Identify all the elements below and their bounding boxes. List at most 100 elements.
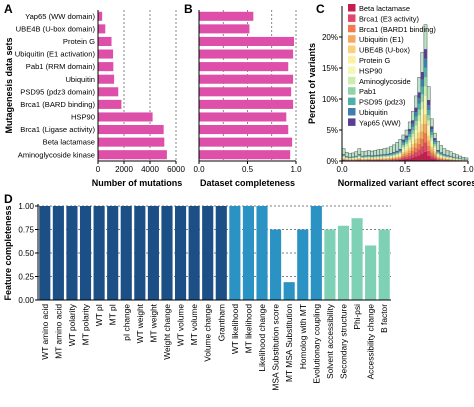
panel-b-bar [199, 75, 293, 84]
panel-a-bar [98, 24, 105, 33]
panel-d-category-label: Phi-psi [352, 304, 362, 330]
panel-c-bin-segment [408, 156, 411, 159]
panel-c-bin-segment [386, 154, 389, 155]
panel-d-bar [94, 206, 105, 300]
panel-c-bin-segment [396, 154, 399, 155]
panel-c-bin-segment [414, 152, 417, 156]
panel-a-category-label: Pab1 (RRM domain) [26, 62, 96, 71]
panel-c-bin-segment [427, 141, 430, 146]
panel-c-bin-segment [392, 154, 395, 155]
panel-c-y-tick-label: 20% [322, 33, 338, 42]
panel-c-legend-label: Yap65 (WW) [359, 118, 401, 127]
panel-a-category-label: Aminoglycoside kinase [18, 150, 95, 159]
panel-d-category-label: MT weight [148, 303, 158, 342]
panel-c-bin-segment [380, 158, 383, 159]
panel-d-category-label: Likelihood change [257, 304, 267, 372]
panel-c-bin-segment [389, 155, 392, 156]
panel-c-bin-segment [377, 158, 380, 159]
panel-d-bar [202, 206, 213, 300]
panel-b-x-tick-label: 0.0 [193, 165, 205, 174]
panel-c-bin-segment [377, 160, 380, 161]
panel-d-bar [229, 206, 240, 300]
panel-c-bin-segment [443, 156, 446, 157]
panel-c-bin-segment [377, 157, 380, 158]
panel-c-bin-segment [437, 150, 440, 151]
panel-c-bin-segment [433, 153, 436, 155]
panel-c-bin-segment [414, 143, 417, 147]
panel-c-bin-segment [389, 154, 392, 155]
panel-c-bin-segment [377, 158, 380, 159]
panel-c-bin-segment [433, 140, 436, 142]
panel-a-category-label: UBE4B (U-box domain) [16, 24, 96, 33]
panel-b-x-tick-label: 1.0 [290, 165, 302, 174]
panel-d-bar [148, 206, 159, 300]
panel-c-y-tick-label: 5% [326, 126, 338, 135]
panel-c-bin-segment [408, 142, 411, 145]
panel-c-bin-segment [440, 159, 443, 160]
panel-c-bin-segment [396, 158, 399, 159]
panel-a-category-label: Beta lactamase [43, 138, 95, 147]
panel-c-bin-segment [399, 149, 402, 150]
panel-d-bar [189, 206, 200, 300]
panel-c-y-tick-label: 10% [322, 95, 338, 104]
panel-c-bin-segment [433, 144, 436, 146]
panel-c-bin-segment [443, 156, 446, 157]
panel-c-bin-segment [402, 147, 405, 149]
panel-c-bin-segment [405, 140, 408, 142]
panel-c-bin-segment [405, 157, 408, 159]
panel-c-legend-label: Brca1 (E3 activity) [359, 14, 419, 23]
panel-c-bin-segment [437, 159, 440, 160]
panel-c-legend-label: Protein G [359, 56, 390, 65]
panel-c-bin-segment [418, 110, 421, 116]
panel-c-bin-segment [433, 151, 436, 153]
panel-c-bin-segment [389, 158, 392, 159]
panel-c-bin-segment [424, 96, 427, 105]
panel-c-legend-swatch [348, 4, 356, 12]
panel-c-bin-segment [392, 153, 395, 154]
panel-c-bin-segment [377, 156, 380, 157]
panel-c-legend-label: Pab1 [359, 87, 376, 96]
panel-c-bin-segment [405, 144, 408, 146]
panel-c-bin-segment [437, 153, 440, 154]
panel-c-bin-segment [408, 145, 411, 148]
panel-c-bin-segment [392, 156, 395, 157]
panel-c-bin-segment [427, 115, 430, 120]
panel-c-x-tick-label: 1.0 [462, 165, 474, 174]
panel-c-bin-segment [427, 105, 430, 110]
panel-c-bin-segment [437, 152, 440, 153]
panel-d-category-label: Homolog with MT [298, 304, 308, 369]
panel-c-bin-segment [380, 155, 383, 156]
panel-d-category-label: Accessibility change [366, 304, 376, 380]
panel-c-bin-segment [380, 158, 383, 159]
panel-c-bin-segment [411, 154, 414, 157]
panel-c-bin-segment [383, 156, 386, 157]
panel-c-legend-swatch [348, 77, 356, 85]
panel-d-bar [311, 206, 322, 300]
panel-c-legend-swatch [348, 87, 356, 95]
panel-c-bin-segment [433, 148, 436, 150]
panel-d-bar [66, 206, 77, 300]
panel-c-bin-segment [411, 130, 414, 133]
panel-c-bin-segment [411, 141, 414, 144]
panel-a-bar [98, 100, 121, 109]
panel-c-bin-segment [427, 136, 430, 141]
panel-c-legend-swatch [348, 46, 356, 54]
panel-c-bin-segment [443, 155, 446, 156]
panel-c-bin-segment [396, 152, 399, 153]
panel-d-bar [379, 230, 390, 301]
panel-c-legend-swatch [348, 56, 356, 64]
panel-d-y-tick-label: 0.50 [18, 249, 34, 258]
panel-d-bar [297, 230, 308, 301]
panel-c-bin-segment [358, 155, 361, 156]
panel-c-bin-segment [424, 68, 427, 77]
panel-c-bin-segment [358, 157, 361, 158]
panel-b-bar [199, 62, 288, 71]
panel-c-bin-segment [405, 148, 408, 150]
panel-c-bin-segment [427, 100, 430, 105]
panel-c-bin-segment [383, 159, 386, 160]
panel-a-bar [98, 37, 112, 46]
panel-d-bar [216, 206, 227, 300]
panel-c-legend-label: Ubiquitin (E1) [359, 35, 404, 44]
panel-c-bin-segment [408, 148, 411, 151]
panel-d-bar [175, 206, 186, 300]
